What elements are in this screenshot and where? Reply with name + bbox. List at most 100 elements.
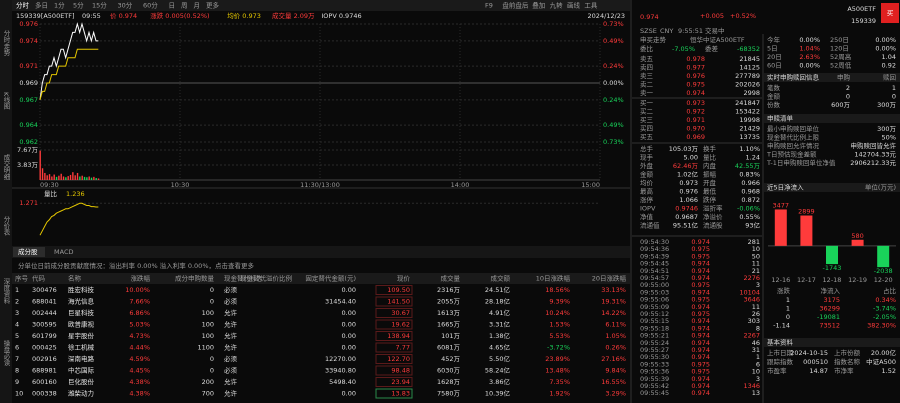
column-header: 赎回	[883, 73, 896, 82]
table-cell: 100	[202, 321, 214, 329]
trade-price: 0.974	[691, 238, 710, 246]
side-tab[interactable]: 成交明细	[2, 153, 10, 182]
side-tab[interactable]: 深度资料	[2, 277, 10, 306]
table-cell: 0	[210, 355, 214, 363]
table-cell: 23.89%	[545, 355, 570, 363]
trade-time: 09:55:21	[640, 332, 669, 340]
tool-button[interactable]: 画线	[567, 1, 581, 10]
period-tab[interactable]: 15分	[92, 1, 107, 10]
table-cell: 14.22%	[601, 309, 626, 317]
trade-time: 09:55:06	[640, 296, 669, 304]
tab[interactable]: MACD	[54, 248, 73, 256]
table-cell: 10	[15, 390, 23, 398]
trade-price: 0.974	[691, 389, 710, 397]
period-tab[interactable]: 月	[194, 2, 201, 10]
table-cell: 必须	[224, 366, 238, 375]
tool-button[interactable]: 工具	[584, 2, 598, 10]
notice[interactable]: 分单位日前成分股贡献度情况：溢出利率 0.00% 溢入利率 0.00%，点击查看…	[18, 261, 254, 270]
value: -7.05%	[672, 45, 695, 53]
table-cell: 0.00	[342, 286, 356, 294]
table-cell: 452万	[441, 355, 460, 363]
tool-button[interactable]: 九转	[550, 1, 564, 10]
trade-volume: 31	[752, 346, 760, 354]
inflow-category: 12-20	[874, 276, 893, 284]
table-cell: 允许	[224, 377, 238, 386]
table-cell: 徐工机械	[68, 343, 95, 352]
side-tab[interactable]: 分时走势	[2, 29, 10, 58]
volume-bar	[76, 172, 79, 180]
section-bg	[764, 73, 900, 82]
inflow-cell: 3175	[823, 296, 840, 304]
tool-button[interactable]: 盘前盘后	[502, 1, 529, 10]
trade-price: 0.975	[691, 252, 710, 260]
price-line	[39, 22, 99, 100]
table-cell: 688981	[32, 367, 57, 375]
period-label: 250日	[830, 36, 849, 44]
side-tab[interactable]: K线图	[2, 92, 10, 110]
tool-button[interactable]: 叠加	[532, 1, 545, 10]
tab[interactable]: 成分股	[18, 247, 38, 256]
trade-price: 0.975	[691, 296, 710, 304]
table-cell: 98.48	[391, 367, 410, 375]
price-box	[375, 296, 413, 307]
table-cell: 允许	[224, 320, 238, 329]
period-tab[interactable]: 日	[169, 2, 176, 10]
tool-button[interactable]: F9	[485, 2, 493, 10]
trade-price: 0.974	[691, 382, 710, 390]
table-cell: 潍柴动力	[68, 389, 94, 398]
trade-price: 0.974	[691, 339, 710, 347]
trade-volume: 3	[756, 375, 760, 383]
table-cell: 4.38%	[129, 378, 150, 386]
table-cell: 3.31亿	[489, 320, 510, 329]
book-volume: 202026	[735, 81, 760, 89]
side-tab[interactable]: 分价表	[2, 215, 10, 237]
period-tab[interactable]: 分时	[16, 1, 30, 10]
trade-time: 09:55:45	[640, 389, 669, 397]
trade-volume: 2276	[743, 274, 760, 282]
book-price: 0.973	[686, 99, 705, 107]
buy-button[interactable]: 买	[887, 9, 894, 17]
quote-sub: 9:55:51	[678, 27, 703, 35]
volume-bar	[65, 177, 67, 180]
period-tab[interactable]: 周	[181, 2, 188, 10]
period-tab[interactable]: 1分	[54, 1, 65, 10]
table-cell: 8	[15, 367, 19, 375]
column-header: 涨跌	[777, 286, 791, 295]
period-label: 52周低	[830, 61, 852, 70]
volume-bar	[58, 175, 60, 180]
period-tab[interactable]: 30分	[118, 1, 133, 10]
buy-button-bg[interactable]	[881, 3, 899, 23]
side-tab[interactable]: 操盘必读	[2, 339, 10, 368]
column-header: 净流入	[821, 286, 841, 295]
price-tick-label: 0.967	[19, 96, 38, 104]
trade-time: 09:54:57	[640, 274, 669, 282]
trade-price: 0.975	[691, 245, 710, 253]
book-volume: 13735	[739, 133, 760, 141]
trade-price: 0.975	[691, 281, 710, 289]
period-tab[interactable]: 多日	[35, 1, 48, 10]
period-tab[interactable]: 60分	[143, 1, 158, 10]
volume-tick-label: 3.83万	[17, 161, 38, 169]
tabs-bg	[12, 246, 630, 258]
stat-value: 1.02亿	[677, 170, 698, 179]
stat-value: 0.872	[741, 196, 760, 204]
book-label: 买三	[640, 116, 654, 124]
stat-label: 总手	[640, 144, 654, 153]
period-tab[interactable]: 更多	[206, 1, 220, 10]
table-cell: 4	[15, 321, 19, 329]
time-tick-label: 15:00	[581, 181, 600, 189]
period-tab[interactable]: 5分	[73, 1, 84, 10]
table-cell: 1.38亿	[489, 331, 510, 340]
inflow-bar	[826, 245, 838, 265]
table-cell: 0	[210, 286, 214, 294]
trade-time: 09:55:24	[640, 339, 669, 347]
book-price: 0.969	[686, 133, 705, 141]
period-value: 0.00%	[875, 45, 896, 53]
trade-price: 0.974	[691, 332, 710, 340]
trade-time: 09:55:27	[640, 346, 669, 354]
redeem-value: 0	[892, 93, 896, 101]
trade-volume: 11	[752, 303, 760, 311]
table-cell: 0	[210, 367, 214, 375]
